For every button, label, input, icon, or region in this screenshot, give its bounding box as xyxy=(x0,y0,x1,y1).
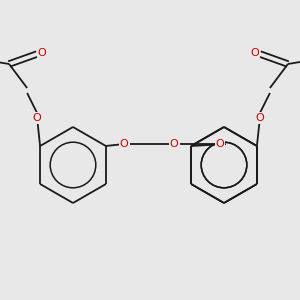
Text: O: O xyxy=(119,139,128,149)
Text: O: O xyxy=(33,113,41,123)
Text: O: O xyxy=(38,48,46,58)
Text: O: O xyxy=(215,139,224,149)
Text: O: O xyxy=(256,113,264,123)
Text: O: O xyxy=(250,48,259,58)
Text: O: O xyxy=(169,139,178,149)
